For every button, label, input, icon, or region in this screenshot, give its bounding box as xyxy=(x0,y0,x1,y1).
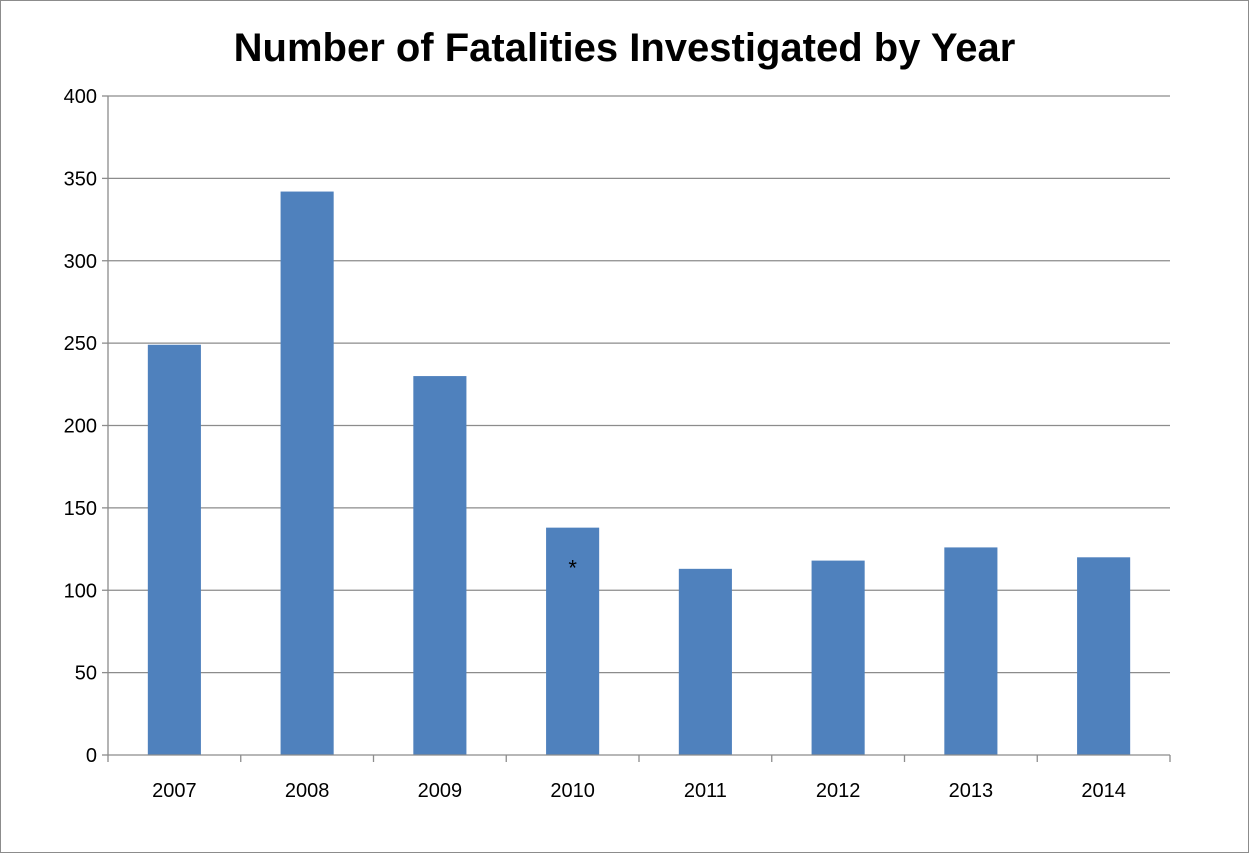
chart-title: Number of Fatalities Investigated by Yea… xyxy=(233,26,1016,70)
x-tick-label-2014: 2014 xyxy=(1081,780,1126,802)
annotation-2010: * xyxy=(568,556,577,581)
bar-2011 xyxy=(678,568,732,755)
y-tick-label-150: 150 xyxy=(64,498,97,520)
annotations: * xyxy=(568,556,577,581)
bar-2008 xyxy=(280,191,334,755)
axes xyxy=(107,96,1171,762)
y-tick-label-0: 0 xyxy=(86,745,97,767)
bar-2012 xyxy=(811,560,865,755)
bar-2014 xyxy=(1077,557,1131,755)
x-tick-label-2009: 2009 xyxy=(418,780,463,802)
y-tick-labels: 0 50 100 150 200 250 300 350 400 xyxy=(64,86,97,767)
y-tick-label-50: 50 xyxy=(75,663,97,685)
y-tick-label-100: 100 xyxy=(64,580,97,602)
y-tick-label-400: 400 xyxy=(64,86,97,108)
x-tick-label-2008: 2008 xyxy=(285,780,330,802)
bars xyxy=(147,191,1131,755)
bar-2009 xyxy=(413,376,467,755)
y-tick-label-200: 200 xyxy=(64,416,97,438)
bar-2010 xyxy=(546,527,600,755)
x-tick-labels: 2007 2008 2009 2010 2011 2012 2013 2014 xyxy=(152,780,1126,802)
gridlines xyxy=(102,95,1170,756)
bar-2007 xyxy=(147,344,201,755)
y-tick-label-250: 250 xyxy=(64,333,97,355)
y-tick-label-300: 300 xyxy=(64,251,97,273)
x-tick-label-2011: 2011 xyxy=(684,780,727,802)
x-tick-label-2010: 2010 xyxy=(550,780,595,802)
y-tick-label-350: 350 xyxy=(64,168,97,190)
x-tick-label-2012: 2012 xyxy=(816,780,861,802)
bar-2013 xyxy=(944,547,998,755)
x-tick-label-2013: 2013 xyxy=(949,780,994,802)
x-tick-label-2007: 2007 xyxy=(152,780,197,802)
